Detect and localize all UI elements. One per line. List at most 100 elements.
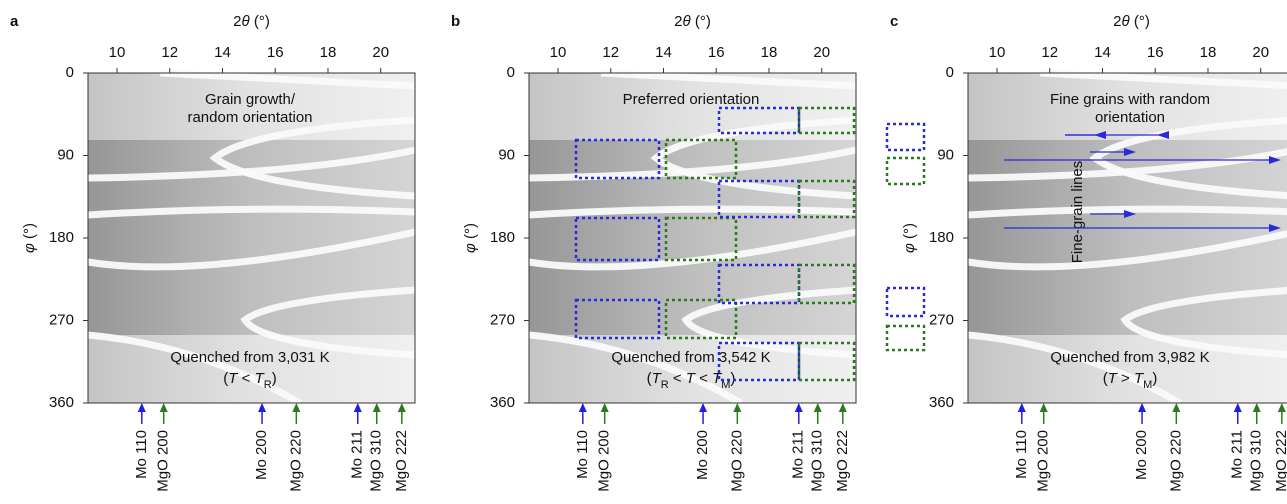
panel: a 2θ (°)φ (°)10 12 14 16 18 20090180270360Grai…	[10, 13, 416, 492]
y-tick-label: 180	[49, 229, 74, 246]
peak-arrowhead	[159, 403, 168, 412]
region-box	[664, 216, 738, 262]
condition-part: (	[1103, 370, 1108, 387]
y-axis-label-part: φ	[462, 243, 479, 253]
arrowhead	[1124, 210, 1136, 218]
peak-label: Mo 200	[1133, 430, 1150, 480]
y-axis-label: φ (°)	[462, 223, 479, 253]
peak-label: Mo 200	[253, 430, 270, 480]
y-axis-label: φ (°)	[901, 223, 918, 253]
image-arc	[650, 116, 857, 200]
arrowhead	[1269, 156, 1281, 164]
x-tick-label: 10	[550, 44, 567, 61]
image-arc	[209, 116, 416, 200]
condition-part: T	[652, 370, 663, 387]
condition-part: <	[695, 370, 712, 387]
condition-part: T	[1134, 370, 1145, 387]
x-tick-label: 12	[1041, 44, 1058, 61]
y-axis-label-part: φ	[901, 243, 918, 253]
arrowhead	[1269, 224, 1281, 232]
peak-arrowhead	[1172, 403, 1181, 412]
peak-arrowhead	[1252, 403, 1261, 412]
peak-label: MgO 200	[1035, 430, 1052, 492]
peak-label: MgO 200	[155, 430, 172, 492]
annotation: orientation	[1095, 109, 1165, 126]
x-tick-label: 18	[320, 44, 337, 61]
peak-label: Mo 211	[790, 430, 807, 479]
condition-part: M	[1143, 379, 1152, 391]
region-box	[797, 106, 856, 135]
x-tick-label: 10	[989, 44, 1006, 61]
x-tick-label: 14	[1094, 44, 1111, 61]
x-axis-label-part: θ	[242, 13, 250, 30]
peak-label: MgO 222	[1273, 430, 1287, 492]
y-axis-label-part: (°)	[462, 223, 479, 243]
region-box	[885, 286, 926, 318]
y-tick-label: 270	[490, 311, 515, 328]
condition-part: <	[237, 370, 254, 387]
peak-label: Mo 211	[349, 430, 366, 479]
x-tick-label: 14	[214, 44, 231, 61]
peak-label: Mo 110	[574, 430, 591, 479]
image-arc	[967, 331, 1182, 407]
condition: (T < TR)	[223, 370, 276, 391]
annotation: Preferred orientation	[623, 91, 760, 108]
image-arc	[1089, 117, 1287, 199]
x-axis-label-part: θ	[683, 13, 691, 30]
region-box	[717, 263, 801, 305]
peak-label: MgO 222	[393, 430, 410, 492]
y-tick-label: 180	[929, 229, 954, 246]
x-tick-label: 18	[1200, 44, 1217, 61]
x-axis-label: 2θ (°)	[1113, 13, 1150, 30]
arrowhead	[1124, 148, 1136, 156]
y-tick-label: 360	[49, 394, 74, 411]
peak-arrowhead	[353, 403, 362, 412]
peak-label: MgO 310	[1248, 430, 1265, 492]
annotation: Quenched from 3,982 K	[1050, 349, 1209, 366]
x-axis-label-part: (°)	[691, 13, 711, 30]
y-axis-label: φ (°)	[21, 223, 38, 253]
x-axis-label-part: (°)	[1130, 13, 1150, 30]
image-arc	[87, 205, 416, 219]
side-label: Fine-grain lines	[1069, 161, 1086, 264]
region-box	[885, 122, 926, 152]
x-axis-label-part: 2	[1113, 13, 1121, 30]
image-arc	[159, 69, 416, 90]
condition-part: R	[264, 379, 272, 391]
region-box	[717, 341, 801, 382]
peak-arrowhead	[1233, 403, 1242, 412]
y-axis-label-part: (°)	[21, 223, 38, 243]
peak-arrowhead	[600, 403, 609, 412]
image-arc	[600, 69, 857, 90]
x-axis-label-part: θ	[1122, 13, 1130, 30]
peak-arrowhead	[292, 403, 301, 412]
condition-part: R	[661, 379, 669, 391]
y-tick-label: 0	[507, 64, 515, 81]
peak-label: Mo 211	[1229, 430, 1246, 479]
x-axis-label-part: (°)	[250, 13, 270, 30]
x-tick-label: 12	[602, 44, 619, 61]
condition-part: )	[272, 370, 277, 387]
y-axis-label-part: (°)	[901, 223, 918, 243]
x-tick-label: 10	[109, 44, 126, 61]
image-arc	[87, 146, 416, 182]
region-box	[574, 216, 661, 262]
peak-label: Mo 200	[694, 430, 711, 480]
annotation: Grain growth/	[205, 91, 296, 108]
x-tick-label: 20	[813, 44, 830, 61]
x-tick-label: 16	[708, 44, 725, 61]
x-tick-label: 16	[1147, 44, 1164, 61]
x-tick-label: 14	[655, 44, 672, 61]
peak-arrowhead	[813, 403, 822, 412]
condition-part: (	[647, 370, 652, 387]
x-axis-label-part: 2	[233, 13, 241, 30]
image-arc	[1039, 69, 1287, 90]
y-tick-label: 270	[929, 311, 954, 328]
image-arc	[240, 286, 416, 359]
peak-arrowhead	[137, 403, 146, 412]
peak-arrowhead	[1039, 403, 1048, 412]
condition-part: T	[686, 370, 697, 387]
image-arc	[967, 230, 1287, 271]
annotation: Fine grains with random	[1050, 91, 1210, 108]
